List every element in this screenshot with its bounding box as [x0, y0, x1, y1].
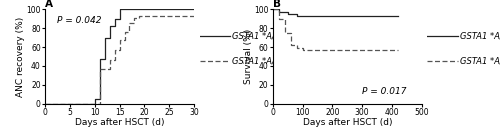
Y-axis label: ANC recovery (%): ANC recovery (%)	[16, 16, 25, 97]
Text: GSTA1 *A/*A: GSTA1 *A/*A	[232, 31, 285, 40]
Text: GSTA1 *A/*A: GSTA1 *A/*A	[460, 31, 500, 40]
Text: P = 0.017: P = 0.017	[362, 87, 406, 96]
Y-axis label: Survival (%): Survival (%)	[244, 29, 252, 84]
Text: A: A	[45, 0, 53, 9]
Text: P = 0.042: P = 0.042	[57, 16, 102, 25]
Text: GSTA1 *A/*B: GSTA1 *A/*B	[232, 57, 285, 66]
X-axis label: Days after HSCT (d): Days after HSCT (d)	[302, 118, 392, 127]
Text: GSTA1 *A/*B: GSTA1 *A/*B	[460, 57, 500, 66]
X-axis label: Days after HSCT (d): Days after HSCT (d)	[75, 118, 164, 127]
Text: B: B	[272, 0, 280, 9]
